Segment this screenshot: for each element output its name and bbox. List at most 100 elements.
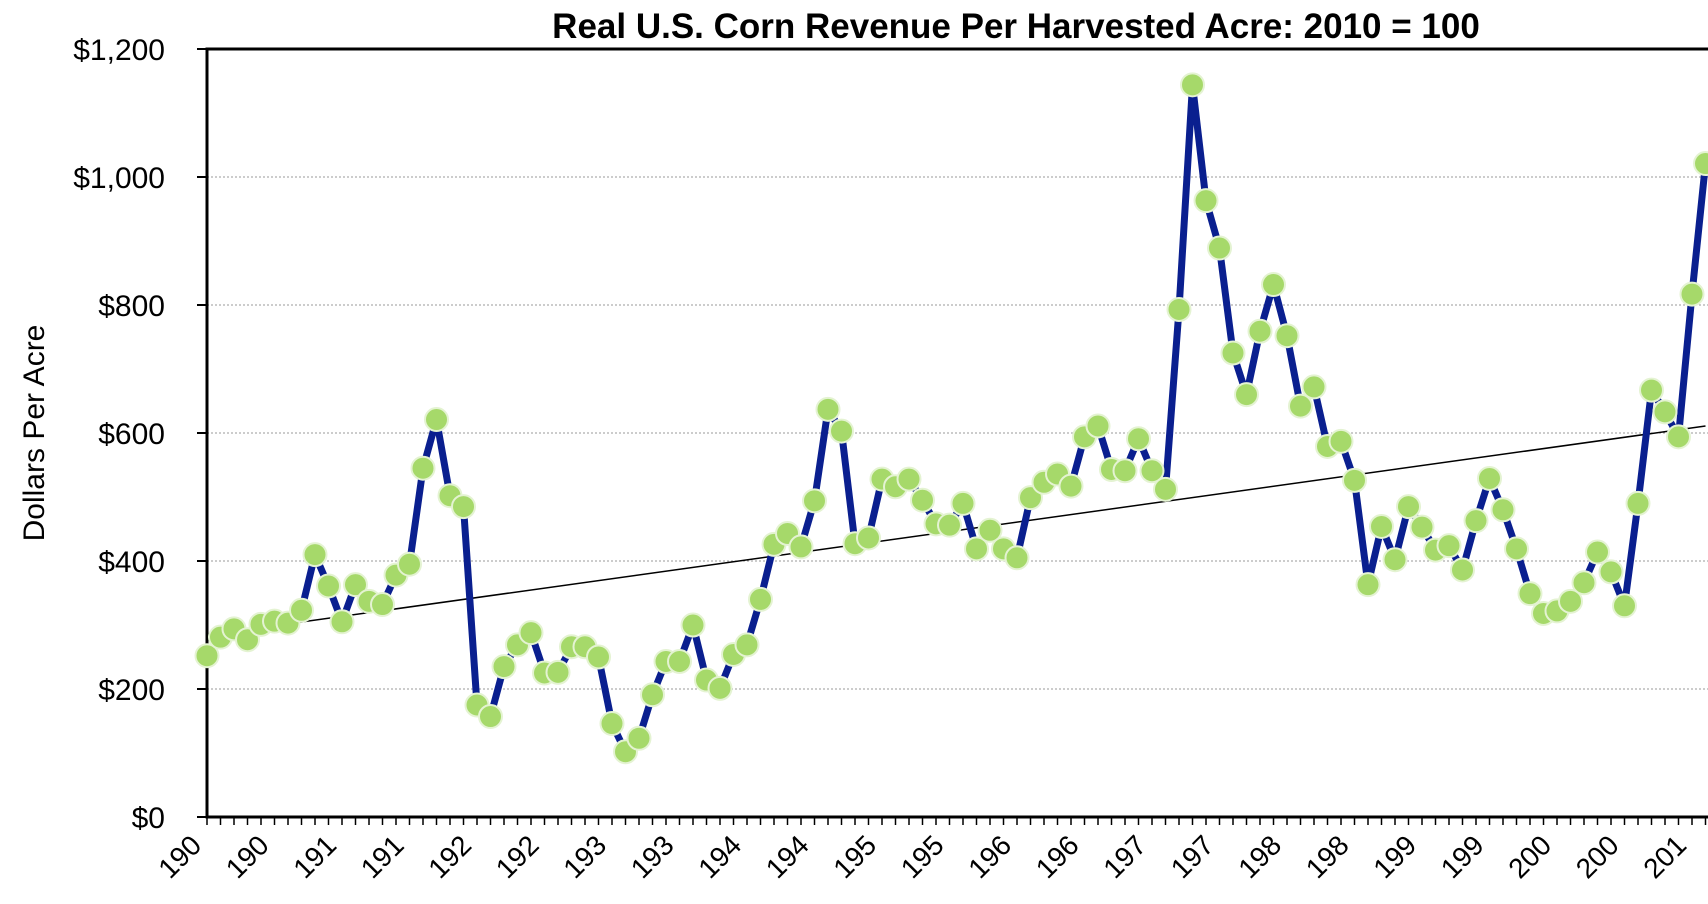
y-tick-label: $0 <box>132 802 165 835</box>
data-point <box>302 542 328 568</box>
data-point <box>1679 281 1705 307</box>
data-point <box>491 654 517 680</box>
data-point <box>518 620 544 646</box>
x-tick-label: 191 <box>287 829 342 884</box>
data-point <box>1571 570 1597 596</box>
data-point <box>1666 424 1691 450</box>
y-tick-label: $800 <box>98 290 165 323</box>
data-point <box>1301 374 1327 400</box>
data-point <box>1598 559 1624 585</box>
x-tick-label: 200 <box>1570 829 1625 884</box>
x-tick-label: 201 <box>1637 829 1692 884</box>
data-point <box>896 466 922 492</box>
x-tick-label: 194 <box>760 829 815 884</box>
data-point <box>788 534 814 560</box>
data-point <box>1180 72 1205 98</box>
data-point <box>545 659 571 685</box>
y-tick-label: $1,200 <box>73 34 165 67</box>
data-point <box>748 586 773 612</box>
data-point <box>667 648 692 674</box>
data-point <box>329 609 355 635</box>
data-point <box>1126 426 1151 452</box>
data-point <box>1477 465 1502 491</box>
data-point <box>1274 323 1300 349</box>
data-point <box>950 490 976 516</box>
data-point <box>802 488 827 514</box>
x-tick-label: 191 <box>355 829 410 884</box>
data-point <box>586 644 611 670</box>
x-tick-label: 196 <box>1030 829 1085 884</box>
x-tick-label: 200 <box>1502 829 1557 884</box>
data-point <box>1247 318 1273 344</box>
data-point <box>1058 473 1084 499</box>
y-tick-label: $600 <box>98 418 165 451</box>
data-point <box>1396 494 1421 520</box>
data-point <box>640 682 665 708</box>
data-point <box>1652 399 1678 425</box>
plot-frame <box>205 47 1708 819</box>
data-point <box>397 551 422 577</box>
x-tick-label: 198 <box>1232 829 1287 884</box>
data-point <box>829 418 854 444</box>
data-point <box>910 487 935 513</box>
x-tick-label: 192 <box>422 829 477 884</box>
data-point <box>410 455 436 481</box>
data-point <box>194 643 220 669</box>
data-point <box>1490 497 1516 523</box>
data-point <box>1369 513 1394 539</box>
y-axis-label: Dollars Per Acre <box>18 325 51 542</box>
y-tick-label: $200 <box>98 674 165 707</box>
data-point <box>1234 382 1259 408</box>
data-point <box>599 711 625 737</box>
data-point <box>1612 593 1637 619</box>
x-tick-label: 197 <box>1097 829 1152 884</box>
data-point <box>1409 514 1435 540</box>
data-point <box>1450 557 1475 583</box>
data-point <box>937 512 962 538</box>
data-point <box>626 725 652 751</box>
data-point <box>707 675 733 701</box>
data-point <box>343 572 368 598</box>
data-point <box>1517 581 1543 607</box>
data-point <box>1558 588 1583 614</box>
data-point <box>1085 413 1111 439</box>
data-point <box>289 597 314 623</box>
x-tick-label: 192 <box>490 829 545 884</box>
data-point <box>977 517 1003 543</box>
data-point <box>1585 539 1610 565</box>
data-point <box>1220 340 1246 366</box>
x-tick-label: 195 <box>827 829 882 884</box>
x-tick-label: 199 <box>1435 829 1490 884</box>
x-tick-label: 193 <box>625 829 680 884</box>
x-tick-label: 190 <box>152 829 207 884</box>
data-point <box>734 632 760 658</box>
data-point <box>815 396 841 422</box>
x-tick-label: 194 <box>692 829 747 884</box>
x-tick-label: 197 <box>1165 829 1220 884</box>
data-point <box>316 573 341 599</box>
x-tick-label: 199 <box>1367 829 1422 884</box>
data-point <box>424 407 449 433</box>
data-point <box>1463 508 1489 534</box>
data-point <box>964 536 989 562</box>
data-point <box>1112 458 1138 484</box>
data-point <box>856 525 881 551</box>
chart-title: Real U.S. Corn Revenue Per Harvested Acr… <box>552 7 1480 46</box>
data-point <box>1139 458 1165 484</box>
x-tick-label: 190 <box>220 829 275 884</box>
data-point <box>1328 428 1354 454</box>
data-point <box>370 592 395 618</box>
x-tick-label: 193 <box>557 829 612 884</box>
data-point <box>1355 572 1381 598</box>
x-tick-label: 196 <box>962 829 1017 884</box>
data-point <box>1153 476 1178 502</box>
y-tick-label: $400 <box>98 546 165 579</box>
data-point <box>478 704 503 730</box>
data-point <box>451 494 476 520</box>
x-tick-label: 198 <box>1300 829 1355 884</box>
data-point <box>1193 188 1219 214</box>
data-point <box>1693 151 1708 177</box>
data-point <box>1342 467 1367 493</box>
data-point <box>1261 272 1286 298</box>
